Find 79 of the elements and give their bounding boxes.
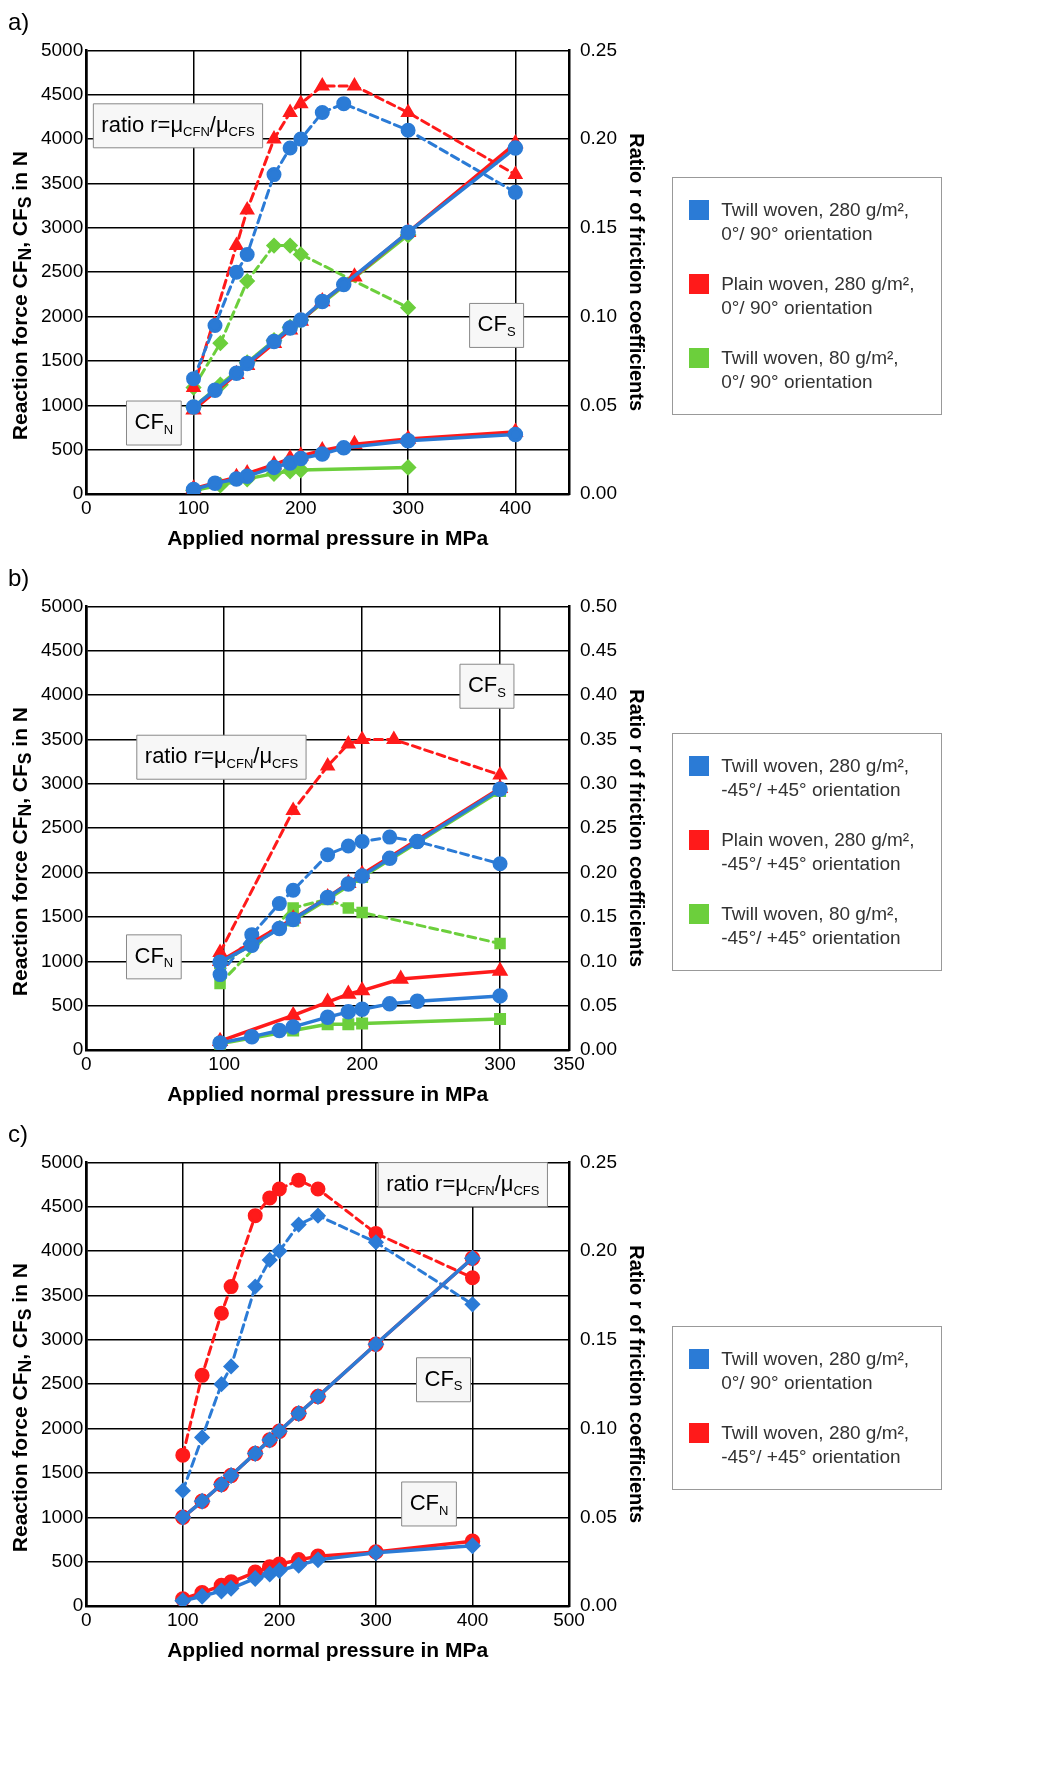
legend-label: Plain woven, 280 g/m², -45°/ +45° orientation — [721, 828, 916, 876]
x-axis-title: Applied normal pressure in MPa — [167, 526, 489, 550]
legend-label: Twill woven, 280 g/m², 0°/ 90° orientation — [721, 1347, 911, 1395]
x-tick-label: 400 — [456, 1608, 489, 1630]
x-tick-label: 400 — [499, 496, 532, 518]
y-tick-label: 4000 — [41, 1239, 84, 1261]
y2-tick-label: 0.20 — [580, 860, 618, 882]
x-tick-label: 200 — [285, 496, 317, 518]
legend-label: Twill woven, 80 g/m², 0°/ 90° orientation — [721, 346, 900, 394]
y2-tick-label: 0.15 — [580, 1328, 618, 1350]
y-tick-label: 2500 — [41, 816, 84, 838]
y2-tick-label: 0.00 — [580, 482, 618, 504]
x-axis-title: Applied normal pressure in MPa — [167, 1082, 489, 1106]
x-tick-label: 200 — [346, 1052, 379, 1074]
y2-tick-label: 0.05 — [580, 993, 618, 1015]
y2-tick-label: 0.05 — [580, 393, 618, 415]
chart-title: c) — [8, 1120, 29, 1148]
y2-axis-title: Ratio r of friction coefficients — [626, 1245, 649, 1524]
y2-tick-label: 0.30 — [580, 772, 618, 794]
y2-tick-label: 0.10 — [580, 949, 618, 971]
y-tick-label: 2500 — [41, 260, 84, 282]
y-tick-label: 5000 — [41, 1150, 84, 1172]
legend-label: Twill woven, 280 g/m², -45°/ +45° orientation — [721, 754, 911, 802]
y-tick-label: 4000 — [41, 127, 84, 149]
y2-tick-label: 0.25 — [580, 1150, 618, 1172]
y-tick-label: 2500 — [41, 1372, 84, 1394]
y2-tick-label: 0.10 — [580, 1416, 618, 1438]
legend-label: Twill woven, 80 g/m², -45°/ +45° orientation — [721, 902, 902, 950]
y-tick-label: 1000 — [41, 1505, 84, 1527]
y-tick-label: 3000 — [41, 1328, 84, 1350]
y2-tick-label: 0.35 — [580, 727, 618, 749]
x-axis-title: Applied normal pressure in MPa — [167, 1638, 489, 1662]
y2-axis-title: Ratio r of friction coefficients — [626, 133, 649, 412]
x-tick-label: 300 — [484, 1052, 517, 1074]
y-tick-label: 1000 — [41, 393, 84, 415]
x-tick-label: 100 — [177, 496, 210, 518]
y2-tick-label: 0.15 — [580, 905, 618, 927]
x-tick-label: 100 — [167, 1608, 199, 1630]
y-tick-label: 1500 — [41, 1461, 84, 1483]
x-tick-label: 200 — [263, 1608, 296, 1630]
y-tick-label: 1500 — [41, 349, 84, 371]
x-tick-label: 300 — [360, 1608, 392, 1630]
y2-tick-label: 0.05 — [580, 1505, 618, 1527]
y2-tick-label: 0.10 — [580, 304, 618, 326]
y-tick-label: 4500 — [41, 638, 84, 660]
chart-title: b) — [8, 564, 31, 592]
y-tick-label: 2000 — [41, 1416, 84, 1438]
y-tick-label: 1000 — [41, 949, 84, 971]
y-tick-label: 2000 — [41, 304, 84, 326]
y2-tick-label: 0.20 — [580, 127, 618, 149]
y2-tick-label: 0.40 — [580, 683, 618, 705]
y2-tick-label: 0.45 — [580, 638, 618, 660]
x-tick-label: 100 — [208, 1052, 241, 1074]
y2-tick-label: 0.50 — [580, 594, 618, 616]
y-tick-label: 2000 — [41, 860, 84, 882]
y-tick-label: 4000 — [41, 683, 84, 705]
y-tick-label: 3500 — [41, 727, 84, 749]
y-tick-label: 3000 — [41, 216, 84, 238]
x-tick-label: 300 — [392, 496, 425, 518]
y-tick-label: 500 — [51, 1549, 84, 1571]
chart-title: a) — [8, 8, 31, 36]
y-tick-label: 3000 — [41, 772, 84, 794]
y-tick-label: 3500 — [41, 1283, 84, 1305]
y2-axis-title: Ratio r of friction coefficients — [626, 689, 649, 968]
y-tick-label: 4500 — [41, 1194, 84, 1216]
y-tick-label: 3500 — [41, 171, 84, 193]
legend-label: Twill woven, 280 g/m², 0°/ 90° orientation — [721, 198, 911, 246]
y2-tick-label: 0.15 — [580, 216, 618, 238]
y-tick-label: 1500 — [41, 905, 84, 927]
legend-label: Plain woven, 280 g/m², 0°/ 90° orientation — [721, 272, 916, 320]
y-tick-label: 5000 — [41, 594, 84, 616]
y-tick-label: 500 — [51, 437, 84, 459]
y-tick-label: 500 — [51, 993, 84, 1015]
y2-tick-label: 0.25 — [580, 816, 618, 838]
y2-tick-label: 0.20 — [580, 1239, 618, 1261]
y2-tick-label: 0.25 — [580, 38, 618, 60]
y-tick-label: 4500 — [41, 82, 84, 104]
y-tick-label: 5000 — [41, 38, 84, 60]
legend-label: Twill woven, 280 g/m², -45°/ +45° orientation — [721, 1421, 911, 1469]
